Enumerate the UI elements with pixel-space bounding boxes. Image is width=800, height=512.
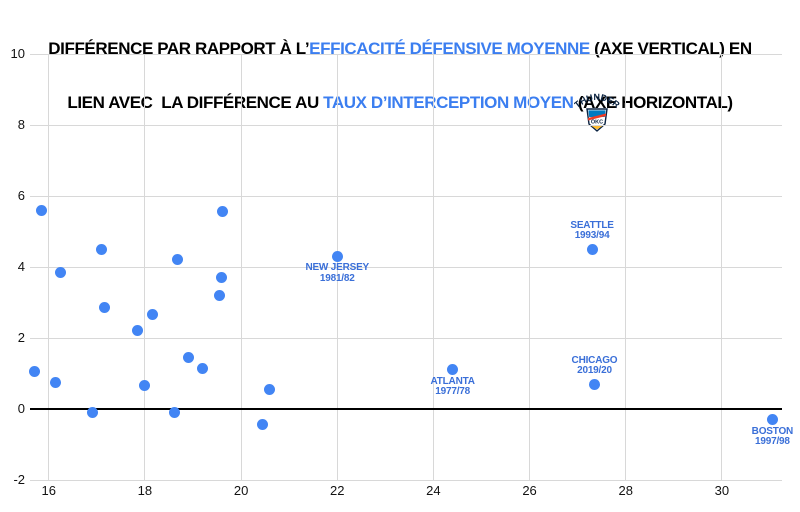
data-point-seattle (586, 243, 598, 255)
gridline-x-22 (336, 54, 338, 480)
data-point-new-jersey (331, 250, 343, 262)
data-point (55, 266, 67, 278)
gridline-x-30 (721, 54, 723, 480)
title-text: DIFFÉRENCE PAR RAPPORT À L’ (48, 39, 310, 58)
point-label-season: 1997/98 (755, 436, 790, 448)
x-tick-label: 24 (426, 483, 441, 498)
svg-text:THUNDER: THUNDER (574, 92, 620, 110)
data-point (139, 380, 151, 392)
gridline-x-26 (529, 54, 531, 480)
gridline-x-28 (625, 54, 627, 480)
data-point (213, 289, 225, 301)
title-text: (AXE HORIZONTAL) (573, 93, 733, 112)
data-point (171, 254, 183, 266)
chart-title-line1: DIFFÉRENCE PAR RAPPORT À L’EFFICACITÉ DÉ… (0, 40, 800, 58)
data-point (28, 366, 40, 378)
point-label-team: SEATTLE (570, 219, 614, 231)
gridline-y-6 (30, 195, 782, 197)
title-highlight-interception: TAUX D’INTERCEPTION MOYEN (323, 93, 574, 112)
gridline-y-10 (30, 53, 782, 55)
thunder-logo: THUNDER OKC (572, 92, 622, 134)
point-label-atlanta: ATLANTA 1977/78 (383, 375, 523, 398)
data-point-chicago (588, 378, 600, 390)
y-tick-label: -2 (13, 472, 25, 487)
data-point (197, 362, 209, 374)
data-point-boston (766, 414, 778, 426)
title-text: (AXE VERTICAL) EN (589, 39, 752, 58)
gridline-x-20 (240, 54, 242, 480)
x-tick-label: 30 (714, 483, 730, 498)
y-tick-label: 8 (17, 117, 25, 132)
x-tick-label: 26 (522, 483, 537, 498)
point-label-season: 1981/82 (319, 272, 355, 284)
point-label-season: 1977/78 (435, 386, 470, 398)
title-text: LIEN AVEC LA DIFFÉRENCE AU (67, 93, 324, 112)
gridline-x-16 (48, 54, 50, 480)
data-point (50, 376, 62, 388)
data-point (146, 309, 158, 321)
point-label-team: NEW JERSEY (305, 262, 370, 274)
y-tick-label: 4 (17, 259, 25, 274)
x-tick-label: 20 (233, 483, 249, 498)
gridline-y-4 (30, 266, 782, 268)
point-label-team: CHICAGO (571, 354, 618, 366)
y-tick-label: 10 (10, 46, 25, 61)
gridline-x-18 (144, 54, 146, 480)
point-label-new-jersey: NEW JERSEY 1981/82 (267, 263, 407, 284)
chart-title-line2: LIEN AVEC LA DIFFÉRENCE AU TAUX D’INTERC… (0, 94, 800, 112)
gridline-x-24 (432, 54, 434, 480)
data-point (216, 272, 228, 284)
data-point (36, 204, 48, 216)
gridline-y-8 (30, 124, 782, 126)
gridline-y-2 (30, 337, 782, 339)
data-point (217, 206, 229, 218)
point-label-seattle: SEATTLE 1993/94 (522, 219, 662, 242)
x-tick-label: 18 (137, 483, 153, 498)
data-point-atlanta (447, 364, 459, 376)
svg-text:OKC: OKC (591, 119, 603, 125)
point-label-team: ATLANTA (430, 375, 475, 387)
data-point (169, 407, 181, 419)
point-label-season: 1993/94 (574, 230, 610, 242)
point-label-team: BOSTON (751, 425, 794, 437)
y-tick-label: 6 (17, 188, 25, 203)
data-point (96, 243, 108, 255)
data-point (182, 352, 194, 364)
point-label-chicago: CHICAGO 2019/20 (524, 354, 664, 377)
y-tick-label: 2 (17, 330, 25, 345)
x-tick-label: 22 (330, 483, 345, 498)
chart-title: DIFFÉRENCE PAR RAPPORT À L’EFFICACITÉ DÉ… (0, 4, 800, 148)
title-highlight-defense: EFFICACITÉ DÉFENSIVE MOYENNE (309, 39, 590, 58)
point-label-season: 2019/20 (577, 365, 612, 377)
point-label-boston: BOSTON 1997/98 (702, 425, 800, 448)
y-tick-label: 0 (17, 401, 25, 416)
data-point (257, 419, 269, 431)
x-tick-label: 28 (618, 483, 633, 498)
gridline-y--2 (30, 479, 782, 481)
data-point (86, 407, 98, 419)
data-point (132, 325, 144, 337)
data-point (98, 302, 110, 314)
x-tick-label: 16 (41, 483, 56, 498)
data-point (264, 383, 276, 395)
zero-axis-line (30, 408, 782, 410)
